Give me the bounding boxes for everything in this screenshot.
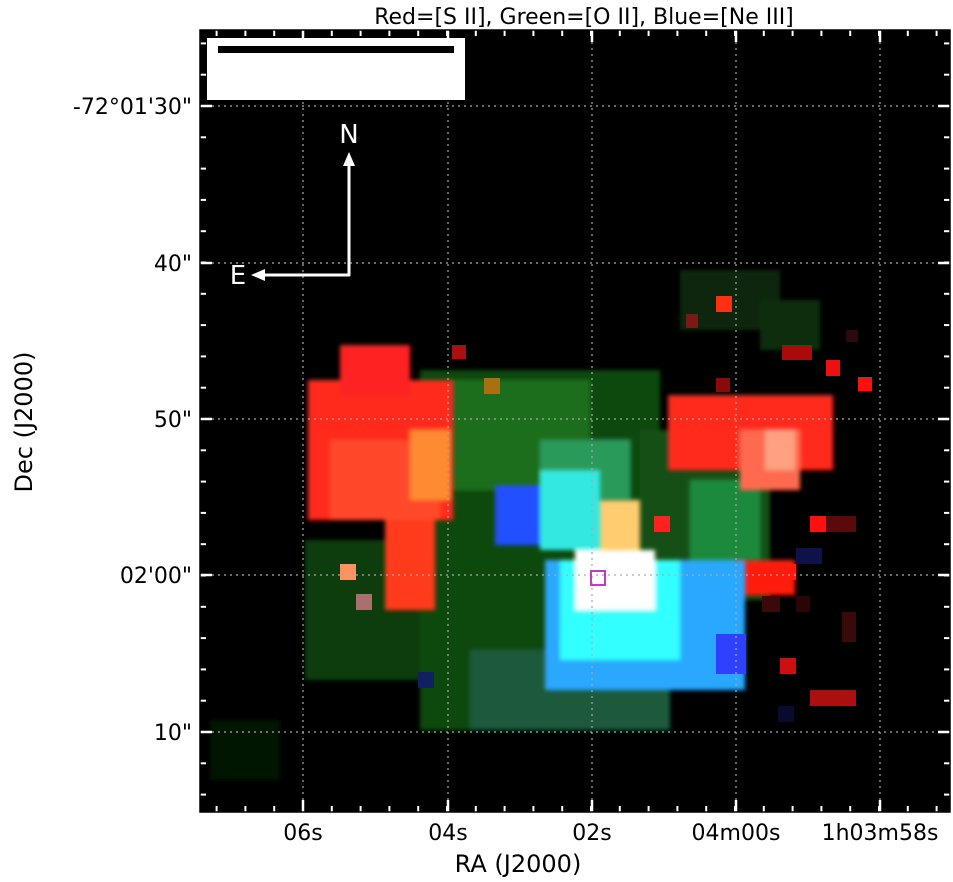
scale-bar [207,38,465,100]
y-tick-label: 02'00" [120,564,192,589]
x-tick-label: 04s [428,821,467,846]
y-tick-label: 40" [154,252,192,277]
y-tick-labels: -72°01'30" 40" 50" 02'00" 10" [73,95,192,746]
axes-frame [199,29,951,813]
compass-north-label: N [339,120,358,150]
y-tick-label: 50" [154,408,192,433]
y-tick-label: 10" [154,721,192,746]
x-tick-label: 06s [283,821,322,846]
north-arrowhead-icon [343,152,355,166]
source-marker [590,570,606,586]
noise-pixels [340,296,872,722]
emission-map [210,270,872,780]
minor-ticks [200,30,950,812]
x-axis-label: RA (J2000) [455,850,582,878]
x-tick-label: 04m00s [692,821,781,846]
scale-bar-line [218,46,454,53]
plot-title: Red=[S II], Green=[O II], Blue=[Ne III] [374,5,794,30]
compass: N E [230,120,359,291]
x-tick-labels: 06s 04s 02s 04m00s 1h03m58s [283,821,938,846]
plot-area: N E [199,29,951,813]
y-tick-label: -72°01'30" [73,95,192,120]
compass-east-label: E [230,261,246,291]
x-tick-label: 02s [572,821,611,846]
grid-lines [200,30,950,812]
y-axis-label: Dec (J2000) [10,352,38,493]
east-arrowhead-icon [251,269,265,281]
x-tick-label: 1h03m58s [822,821,939,846]
